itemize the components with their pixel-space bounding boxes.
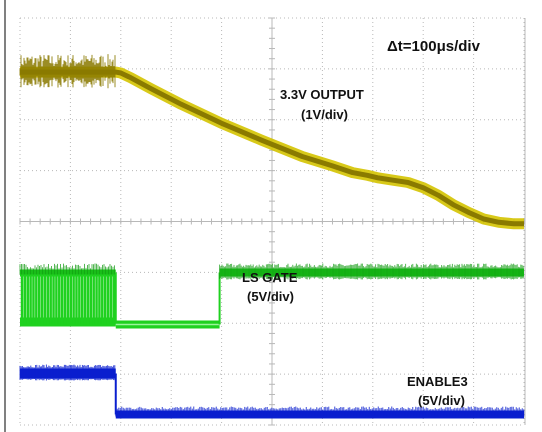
traces <box>19 54 525 419</box>
ls-gate-series-scale: (5V/div) <box>247 289 294 304</box>
ls-gate-series-name: LS GATE <box>242 270 298 285</box>
output-series-name: 3.3V OUTPUT <box>280 87 364 102</box>
output-trace <box>20 69 524 227</box>
output-series-scale: (1V/div) <box>301 107 348 122</box>
enable3-series-scale: (5V/div) <box>418 393 465 408</box>
timebase-label: Δt=100μs/div <box>387 38 481 55</box>
enable3-series-name: ENABLE3 <box>407 374 468 389</box>
trace-labels: Δt=100μs/div 3.3V OUTPUT (1V/div) LS GAT… <box>242 38 481 408</box>
